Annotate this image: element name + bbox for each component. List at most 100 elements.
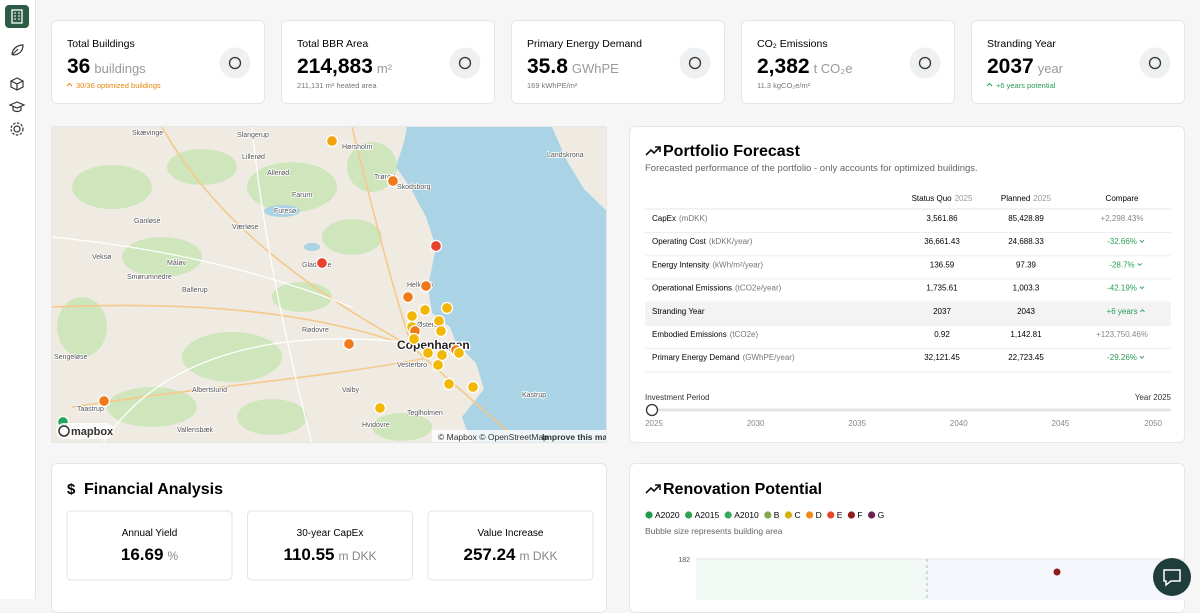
- kpi-icon: [679, 47, 711, 79]
- building-marker[interactable]: [386, 174, 400, 188]
- kpi: Primary Energy Demand 35.8 GWhPE 169 kWhPE/…: [527, 38, 711, 90]
- building-marker[interactable]: [405, 309, 419, 323]
- chat-button[interactable]: [1152, 557, 1194, 599]
- metric-box: [427, 510, 594, 581]
- legend-dot: [784, 511, 793, 519]
- legend-label[interactable]: A2020: [655, 510, 680, 520]
- nav-active[interactable]: [5, 5, 29, 28]
- building-marker[interactable]: [401, 290, 415, 304]
- compare: +6 years: [1107, 307, 1138, 316]
- slider-knob[interactable]: [645, 403, 659, 417]
- planned: 24,688.33: [1008, 237, 1044, 246]
- building-marker[interactable]: [432, 314, 446, 328]
- building-marker[interactable]: [452, 346, 466, 360]
- map-label: Smørumnedre: [127, 274, 172, 281]
- kpi-sub-text: +6 years potential: [996, 81, 1056, 90]
- kpi-title: Stranding Year: [987, 38, 1056, 50]
- legend-dot: [827, 511, 835, 519]
- financial-title: Financial Analysis: [84, 481, 223, 498]
- row-name: CapEx (mDKK): [652, 214, 708, 223]
- metric-number: 110.55: [283, 545, 334, 564]
- financial: $ Financial Analysis Annual Yield 16.69 % 3…: [66, 481, 594, 581]
- legend-label[interactable]: A2015: [695, 510, 720, 520]
- building-marker[interactable]: [342, 337, 356, 351]
- kpi-title: Total BBR Area: [297, 38, 368, 50]
- legend-label[interactable]: G: [878, 510, 885, 520]
- kpi-number: 36: [67, 55, 90, 78]
- metric-value: 110.55 m DKK: [283, 545, 376, 564]
- kpi-sub-text: 169 kWhPE/m²: [527, 81, 578, 90]
- legend-dot: [645, 511, 653, 519]
- dashboard: Total Buildings 36 buildings 30/36 optimize…: [5, 0, 1194, 613]
- building-marker[interactable]: [440, 301, 454, 315]
- building-marker[interactable]: [431, 358, 445, 372]
- building-marker[interactable]: [429, 239, 443, 253]
- building-marker[interactable]: [442, 377, 456, 391]
- legend-label[interactable]: E: [837, 510, 843, 520]
- slider-tick: 2030: [747, 419, 765, 428]
- column-header: Planned 2025: [1001, 194, 1052, 203]
- map-label: Skodsborg: [397, 184, 431, 191]
- map-label: Trørød: [374, 174, 395, 181]
- renovation: Renovation Potential Bubble size represe…: [645, 481, 1186, 604]
- slider-tick: 2045: [1052, 419, 1070, 428]
- metric-unit: (tCO2e/year): [735, 284, 782, 293]
- kpi-sub: 30/36 optimized buildings: [76, 81, 161, 90]
- kpi-sub: 169 kWhPE/m²: [527, 81, 578, 90]
- building-marker[interactable]: [466, 380, 480, 394]
- row-name: Embodied Emissions (tCO2e): [652, 330, 758, 339]
- legend-label[interactable]: A2010: [734, 510, 759, 520]
- dollar-icon: $: [67, 481, 76, 498]
- kpi-card: CO₂ Emissions 2,382 t CO₂e 11.3 kgCO₂e/m²: [741, 20, 955, 104]
- map-label: Sengeløse: [54, 354, 88, 361]
- building-marker[interactable]: [435, 348, 449, 362]
- map-logo: mapbox: [71, 426, 114, 438]
- row-name: Stranding Year: [652, 307, 705, 316]
- nav-learn[interactable]: [8, 101, 26, 113]
- map-label: Farum: [292, 192, 312, 199]
- building-marker[interactable]: [325, 134, 339, 148]
- nav-box[interactable]: [10, 77, 24, 91]
- kpi-sub: +6 years potential: [996, 81, 1056, 90]
- nav-settings[interactable]: [13, 125, 21, 133]
- status-quo: 1,735.61: [926, 284, 958, 293]
- legend-label[interactable]: B: [774, 510, 780, 520]
- building-marker[interactable]: [373, 401, 387, 415]
- building-marker[interactable]: [434, 324, 448, 338]
- kpi-value: 35.8 GWhPE: [527, 55, 619, 78]
- column-header: Compare: [1106, 194, 1139, 203]
- map[interactable]: Skævinge Hørsholm Lillerød Slangerup Landskr…: [52, 127, 607, 443]
- metric-unit: (kWh/m²/year): [712, 260, 763, 269]
- compare-arrow: [1139, 286, 1145, 290]
- kpi-icon-glyph: [918, 56, 932, 70]
- kpi-sub: 11.3 kgCO₂e/m²: [757, 81, 811, 90]
- planned: 97.39: [1016, 260, 1037, 269]
- building-marker[interactable]: [97, 394, 111, 408]
- kpi-sub: 211,131 m² heated area: [297, 81, 377, 90]
- bubble[interactable]: [1053, 568, 1061, 576]
- map-label: Teglholmen: [407, 410, 443, 417]
- metric-value: 16.69%: [121, 545, 179, 564]
- metric-unit: (tCO2e): [730, 330, 759, 339]
- kpi-value: 2,382 t CO₂e: [757, 55, 853, 78]
- legend-label[interactable]: F: [857, 510, 862, 520]
- planned: 1,142.81: [1010, 330, 1042, 339]
- map-attribution[interactable]: © Mapbox © OpenStreetMap: [438, 432, 548, 442]
- kpi-number: 2037: [987, 55, 1034, 78]
- metric-name: Operational Emissions: [652, 284, 732, 293]
- metric-number: 257.24: [463, 545, 516, 564]
- building-marker[interactable]: [421, 346, 435, 360]
- legend-label[interactable]: C: [794, 510, 800, 520]
- building-marker[interactable]: [419, 279, 433, 293]
- kpi-icon: [1139, 47, 1171, 79]
- building-marker[interactable]: [407, 332, 421, 346]
- map-card[interactable]: Skævinge Hørsholm Lillerød Slangerup Landskr…: [51, 126, 607, 443]
- compare: -42.19%: [1107, 284, 1137, 293]
- planned: 22,723.45: [1008, 353, 1044, 362]
- metric-box: [66, 510, 233, 581]
- building-marker[interactable]: [315, 256, 329, 270]
- building-marker[interactable]: [418, 303, 432, 317]
- nav-leaf[interactable]: [11, 44, 24, 56]
- legend-label[interactable]: D: [816, 510, 822, 520]
- map-improve[interactable]: Improve this map: [542, 432, 607, 442]
